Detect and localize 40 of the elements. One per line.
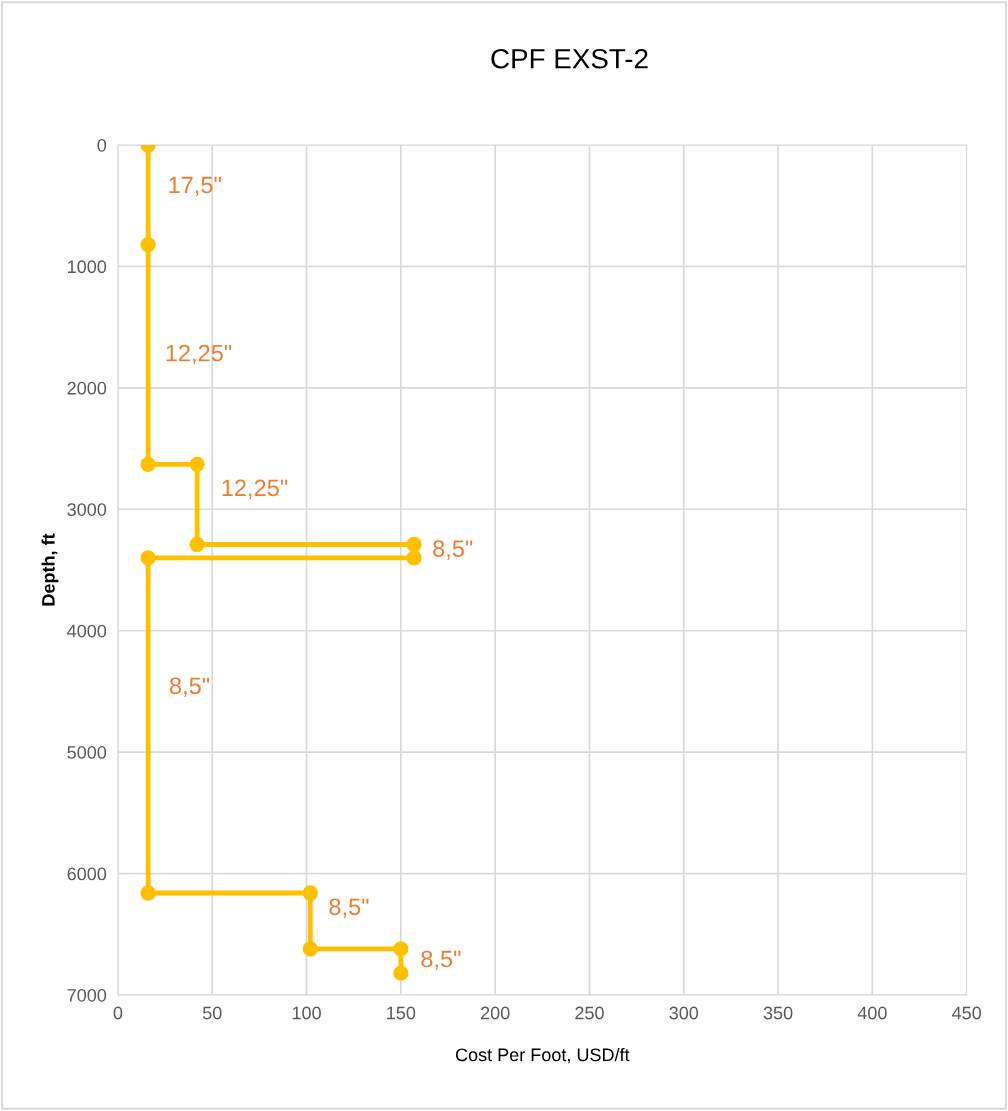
y-tick-label: 7000 bbox=[67, 988, 107, 1002]
y-tick-label: 6000 bbox=[67, 867, 107, 881]
annotation: 17,5" bbox=[169, 176, 221, 197]
annotation: 8,5" bbox=[433, 540, 473, 560]
y-tick-label: 1000 bbox=[68, 260, 107, 274]
y-tick-label: 3000 bbox=[67, 503, 107, 516]
point bbox=[302, 941, 318, 957]
x-tick-label: 200 bbox=[481, 1006, 510, 1020]
annotation: 12,25" bbox=[166, 344, 232, 365]
x-tick-label: 300 bbox=[669, 1006, 699, 1020]
y-tick-label: 5000 bbox=[67, 746, 107, 759]
y-tick-label: 2000 bbox=[67, 381, 107, 395]
x-tick-label: 350 bbox=[763, 1006, 793, 1020]
annotation: 8,5" bbox=[329, 898, 369, 918]
point bbox=[189, 456, 205, 472]
x-tick-label: 100 bbox=[292, 1006, 321, 1020]
x-tick-label: 450 bbox=[952, 1006, 982, 1020]
x-tick-label: 250 bbox=[575, 1006, 604, 1020]
point bbox=[140, 456, 156, 472]
x-tick-label: 150 bbox=[387, 1006, 416, 1020]
annotation: 12,25" bbox=[222, 479, 288, 499]
point bbox=[393, 965, 409, 981]
x-tick-label: 0 bbox=[113, 1006, 123, 1020]
point bbox=[140, 885, 156, 901]
point bbox=[406, 536, 422, 553]
x-tick-label: 400 bbox=[857, 1006, 887, 1020]
x-axis-title: Cost Per Foot, USD/ft bbox=[455, 1047, 630, 1064]
x-tick-label: 50 bbox=[202, 1006, 222, 1020]
point bbox=[393, 941, 409, 957]
point bbox=[140, 550, 156, 566]
y-axis-title: Depth, ft bbox=[41, 533, 59, 606]
y-tick-label: 0 bbox=[97, 138, 107, 152]
annotation: 8,5" bbox=[421, 950, 461, 971]
y-tick-label: 4000 bbox=[67, 624, 107, 638]
point bbox=[189, 536, 205, 553]
annotation: 8,5" bbox=[169, 677, 210, 697]
chart-title: CPF EXST-2 bbox=[491, 48, 648, 69]
point bbox=[406, 550, 422, 566]
point bbox=[302, 885, 318, 901]
point bbox=[140, 236, 156, 253]
